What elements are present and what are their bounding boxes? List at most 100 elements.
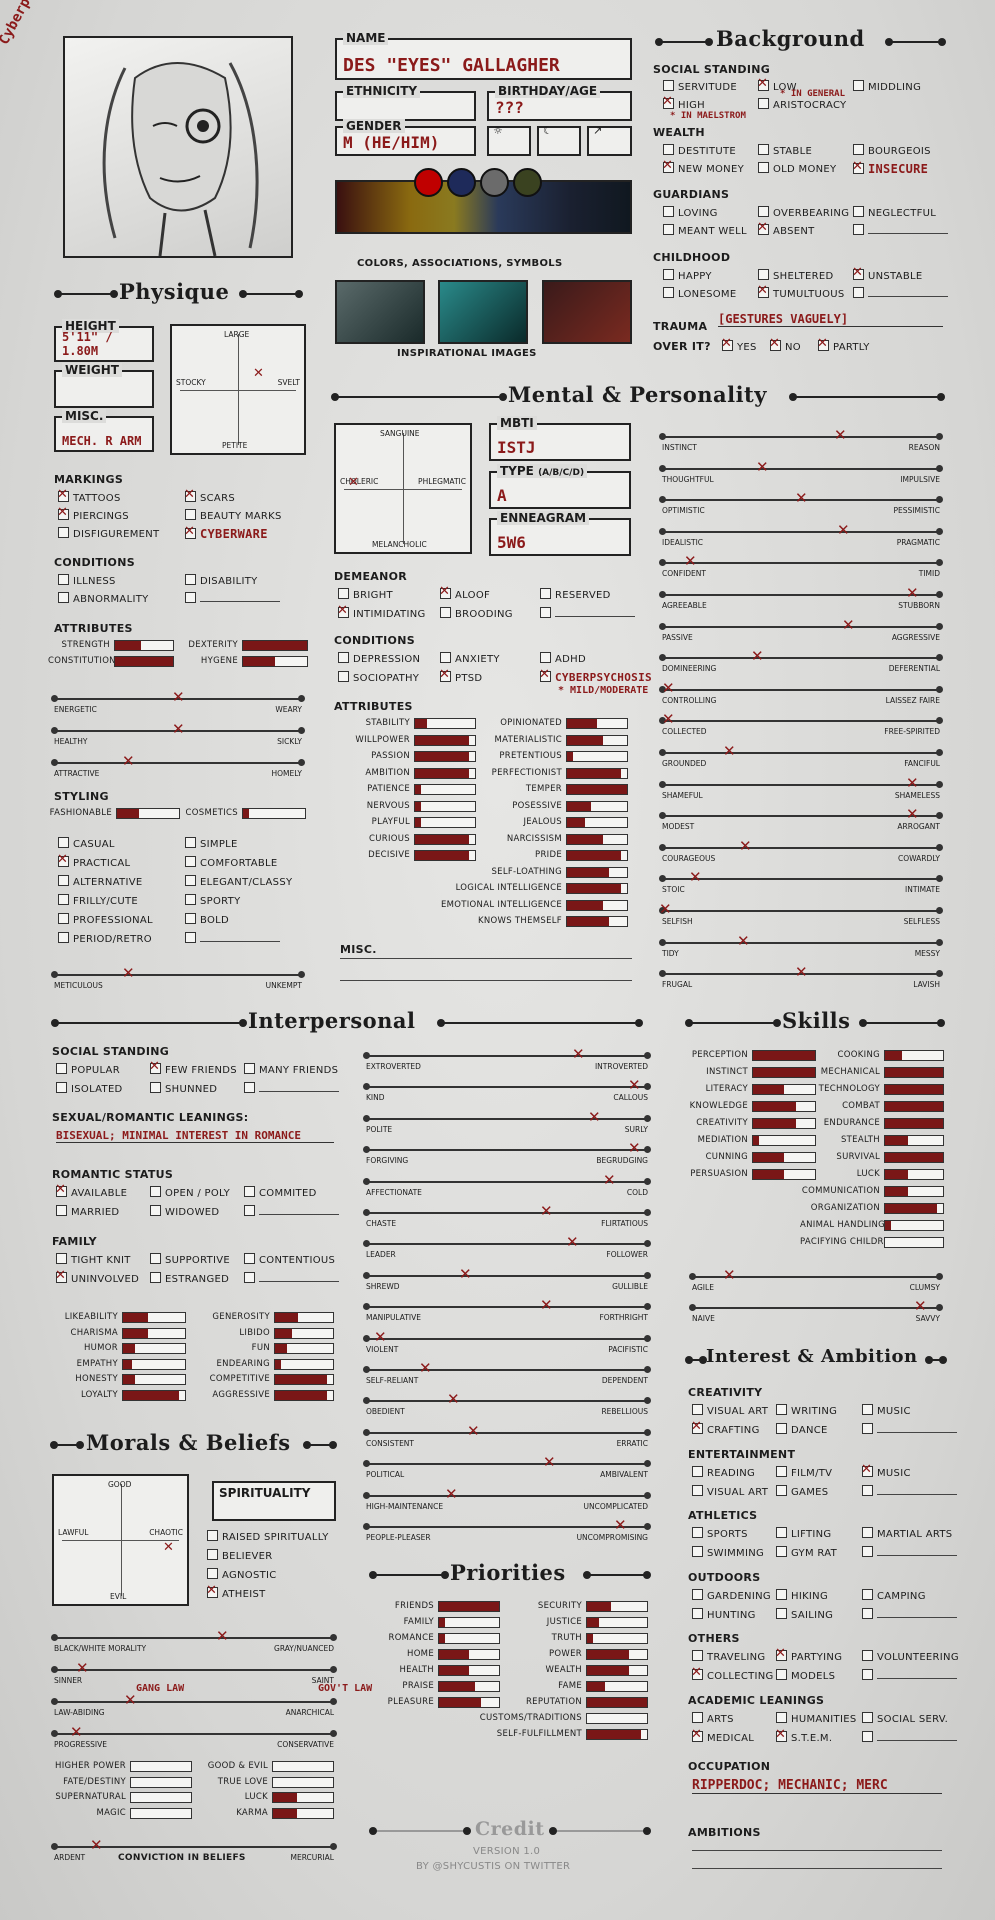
mental-slider-controlling[interactable]: ✕ CONTROLLING LAISSEZ FAIRE bbox=[659, 679, 943, 705]
skill-luck-bar[interactable] bbox=[884, 1169, 944, 1180]
inter-slider-high-maintenance[interactable]: ✕ HIGH-MAINTENANCE UNCOMPLICATED bbox=[363, 1485, 651, 1511]
belief-supernatural-bar[interactable] bbox=[130, 1792, 192, 1803]
family-contentious[interactable]: CONTENTIOUS bbox=[244, 1253, 335, 1266]
belief-higher-power-bar[interactable] bbox=[130, 1761, 192, 1772]
checkbox[interactable] bbox=[853, 287, 864, 298]
mental-slider-stoic[interactable]: ✕ STOIC INTIMATE bbox=[659, 868, 943, 894]
checkbox[interactable] bbox=[185, 913, 196, 924]
morals-slider-sinner[interactable]: ✕ SINNER SAINT bbox=[51, 1659, 337, 1685]
slider-marker[interactable]: ✕ bbox=[172, 688, 185, 706]
slider-marker[interactable]: ✕ bbox=[914, 1297, 927, 1315]
interest-creativity-blank-blank-line[interactable] bbox=[877, 1424, 957, 1433]
interest-outdoors-hunting[interactable]: HUNTING bbox=[692, 1607, 756, 1621]
mental-attr-logical-intelligence-bar[interactable] bbox=[566, 883, 628, 894]
marking-tattoos[interactable]: TATTOOS bbox=[57, 487, 121, 504]
style-blank-blank-line[interactable] bbox=[200, 933, 280, 942]
belief-karma-bar[interactable] bbox=[272, 1807, 334, 1819]
inter-slider-chaste[interactable]: ✕ CHASTE FLIRTATIOUS bbox=[363, 1202, 651, 1228]
skill-instinct-bar[interactable] bbox=[752, 1067, 816, 1078]
style-bold[interactable]: BOLD bbox=[185, 913, 229, 926]
phys-cond-blank[interactable] bbox=[185, 592, 280, 605]
slider-marker[interactable]: ✕ bbox=[447, 1390, 460, 1409]
interest-creativity-writing[interactable]: WRITING bbox=[776, 1404, 837, 1417]
slider-marker[interactable]: ✕ bbox=[445, 1484, 458, 1503]
phys-cond-disability[interactable]: DISABILITY bbox=[185, 574, 258, 587]
slider-marker[interactable]: ✕ bbox=[628, 1139, 641, 1158]
childhood-blank-blank-line[interactable] bbox=[868, 288, 948, 297]
checkbox[interactable] bbox=[207, 1530, 218, 1541]
checkbox[interactable] bbox=[56, 1082, 67, 1093]
mental-attr-stability-bar[interactable] bbox=[414, 718, 476, 729]
over-it-yes[interactable]: YES bbox=[721, 336, 757, 353]
checkbox[interactable] bbox=[663, 206, 674, 217]
inter-honesty-bar[interactable] bbox=[122, 1374, 186, 1385]
mental-slider-instinct[interactable]: ✕ INSTINCT REASON bbox=[659, 426, 943, 452]
checkbox[interactable] bbox=[338, 652, 349, 663]
skill-perception-bar[interactable] bbox=[752, 1050, 816, 1061]
morals-slider-law-abiding[interactable]: ✕ LAW-ABIDING ANARCHICAL bbox=[51, 1691, 337, 1717]
wealth-destitute[interactable]: DESTITUTE bbox=[663, 144, 736, 157]
bg-social-middling[interactable]: MIDDLING bbox=[853, 80, 921, 93]
checkbox[interactable] bbox=[769, 336, 781, 351]
checkbox[interactable] bbox=[758, 98, 769, 109]
family-supportive[interactable]: SUPPORTIVE bbox=[150, 1253, 230, 1266]
inter-slider-manipulative[interactable]: ✕ MANIPULATIVE FORTHRIGHT bbox=[363, 1296, 651, 1322]
mental-attr-passion-bar[interactable] bbox=[414, 751, 476, 762]
guardians-blank[interactable] bbox=[853, 224, 948, 237]
family-estranged[interactable]: ESTRANGED bbox=[150, 1272, 229, 1285]
checkbox[interactable] bbox=[862, 1588, 873, 1600]
moon-sign-field[interactable]: ☾ bbox=[537, 124, 581, 156]
checkbox[interactable] bbox=[758, 144, 769, 155]
slider-marker[interactable]: ✕ bbox=[628, 1076, 641, 1095]
belief-true-love-bar[interactable] bbox=[272, 1776, 334, 1788]
interest-academic-leanings-blank-blank-line[interactable] bbox=[877, 1732, 957, 1741]
checkbox[interactable] bbox=[853, 224, 864, 235]
slider-marker[interactable]: ✕ bbox=[76, 1659, 89, 1677]
inter-slider-extroverted[interactable]: ✕ EXTROVERTED INTROVERTED bbox=[363, 1045, 651, 1071]
inter-slider-affectionate[interactable]: ✕ AFFECTIONATE COLD bbox=[363, 1171, 651, 1197]
slider-marker[interactable]: ✕ bbox=[739, 836, 752, 855]
checkbox[interactable] bbox=[185, 592, 196, 603]
slider-marker[interactable]: ✕ bbox=[906, 805, 919, 824]
checkbox[interactable] bbox=[663, 144, 674, 155]
priority-fame-bar[interactable] bbox=[586, 1681, 648, 1692]
checkbox[interactable] bbox=[58, 527, 69, 538]
weight-field[interactable]: WEIGHT bbox=[54, 363, 154, 408]
interest-outdoors-blank[interactable] bbox=[862, 1607, 957, 1621]
checkbox[interactable] bbox=[692, 1650, 703, 1661]
wealth-new-money[interactable]: NEW MONEY bbox=[662, 158, 744, 175]
name-field[interactable]: NAME DES "EYES" GALLAGHER bbox=[335, 31, 632, 80]
mental-attr-perfectionist-bar[interactable] bbox=[566, 767, 628, 779]
mental-slider-agreeable[interactable]: ✕ AGREEABLE STUBBORN bbox=[659, 584, 943, 610]
checkbox[interactable] bbox=[862, 1711, 873, 1723]
mental-cond-ptsd[interactable]: PTSD bbox=[439, 667, 482, 684]
mental-slider-grounded[interactable]: ✕ GROUNDED FANCIFUL bbox=[659, 742, 943, 768]
checkbox[interactable] bbox=[852, 265, 864, 280]
slider-marker[interactable]: ✕ bbox=[172, 720, 185, 738]
checkbox[interactable] bbox=[692, 1484, 703, 1496]
checkbox[interactable] bbox=[149, 1059, 161, 1074]
checkbox[interactable] bbox=[150, 1253, 161, 1264]
interest-creativity-blank[interactable] bbox=[862, 1423, 957, 1436]
inter-slider-forgiving[interactable]: ✕ FORGIVING BEGRUDGING bbox=[363, 1139, 651, 1165]
checkbox[interactable] bbox=[185, 574, 196, 585]
inter-slider-kind[interactable]: ✕ KIND CALLOUS bbox=[363, 1076, 651, 1102]
checkbox[interactable] bbox=[58, 894, 69, 905]
spirit-atheist[interactable]: ATHEIST bbox=[206, 1583, 266, 1600]
checkbox[interactable] bbox=[57, 505, 69, 520]
checkbox[interactable] bbox=[862, 1546, 873, 1557]
checkbox[interactable] bbox=[207, 1549, 218, 1560]
childhood-unstable[interactable]: UNSTABLE bbox=[852, 265, 922, 282]
checkbox[interactable] bbox=[776, 1404, 787, 1415]
interest-others-collecting[interactable]: COLLECTING bbox=[691, 1665, 774, 1682]
spirit-agnostic[interactable]: AGNOSTIC bbox=[207, 1568, 277, 1581]
priority-truth-bar[interactable] bbox=[586, 1633, 648, 1644]
interest-entertainment-games[interactable]: GAMES bbox=[776, 1484, 828, 1498]
slider-marker[interactable]: ✕ bbox=[689, 868, 702, 887]
ambitions-line-2[interactable] bbox=[692, 1868, 942, 1869]
height-field[interactable]: HEIGHT 5'11" / 1.80M bbox=[54, 319, 154, 362]
ambitions-line-1[interactable] bbox=[692, 1850, 942, 1851]
checkbox[interactable] bbox=[58, 932, 69, 943]
guardians-blank-blank-line[interactable] bbox=[868, 225, 948, 234]
phys-attr-strength-bar[interactable] bbox=[114, 640, 174, 651]
